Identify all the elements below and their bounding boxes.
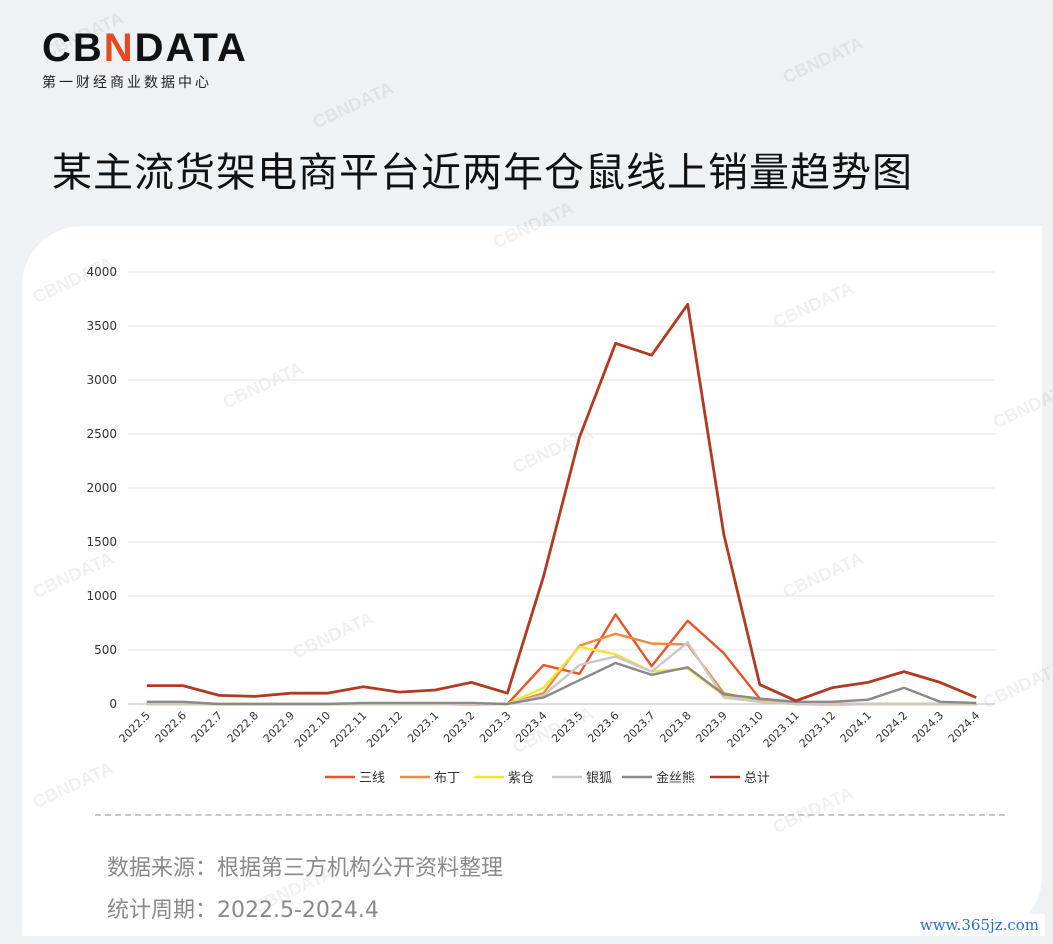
series-line bbox=[146, 302, 977, 703]
x-tick-label: 2022.11 bbox=[328, 709, 369, 750]
x-tick-label: 2023.1 bbox=[405, 709, 441, 745]
y-tick-label: 0 bbox=[109, 697, 117, 711]
series-line bbox=[146, 661, 977, 706]
chart-legend: 三线 布丁 紫仓 银狐 金丝熊 总计 bbox=[325, 770, 770, 786]
x-axis-ticks: 2022.5 2022.6 2022.7 2022.8 2022.92022.10202… bbox=[117, 709, 983, 750]
x-tick-label: 2023.4 bbox=[513, 709, 549, 745]
logo-wordmark: CBNDATA bbox=[42, 26, 248, 70]
x-tick-label: 2022.10 bbox=[292, 709, 333, 750]
statistics-period-note: 统计周期：2022.5-2024.4 bbox=[107, 898, 379, 923]
x-tick-label: 2023.6 bbox=[585, 709, 621, 745]
logo-subtitle: 第一财经商业数据中心 bbox=[42, 75, 212, 91]
chart-grid bbox=[128, 271, 995, 705]
legend-label: 三线 bbox=[359, 771, 385, 786]
x-tick-label: 2022.7 bbox=[189, 709, 225, 745]
x-tick-label: 2023.7 bbox=[621, 709, 657, 745]
x-tick-label: 2023.5 bbox=[549, 709, 585, 745]
chart-card bbox=[22, 226, 1042, 936]
y-tick-label: 2000 bbox=[86, 481, 117, 495]
x-tick-label: 2024.3 bbox=[910, 709, 946, 745]
y-tick-label: 1500 bbox=[86, 535, 117, 549]
y-tick-label: 2500 bbox=[86, 427, 117, 441]
x-tick-label: 2023.11 bbox=[761, 709, 802, 750]
x-tick-label: 2024.2 bbox=[874, 709, 910, 745]
x-tick-label: 2024.1 bbox=[838, 709, 874, 745]
y-tick-label: 3500 bbox=[86, 319, 117, 333]
x-tick-label: 2023.12 bbox=[797, 709, 838, 750]
x-tick-label: 2023.2 bbox=[441, 709, 477, 745]
x-tick-label: 2022.8 bbox=[225, 709, 261, 745]
y-tick-label: 1000 bbox=[86, 589, 117, 603]
footer-divider bbox=[95, 814, 1005, 816]
site-url: www.365jz.com bbox=[913, 914, 1045, 936]
x-tick-label: 2022.12 bbox=[364, 709, 405, 750]
page-title: 某主流货架电商平台近两年仓鼠线上销量趋势图 bbox=[52, 150, 913, 196]
brand-logo: CBNDATA 第一财经商业数据中心 bbox=[42, 28, 248, 92]
legend-label: 总计 bbox=[744, 771, 770, 786]
legend-label: 布丁 bbox=[434, 771, 460, 786]
legend-label: 紫仓 bbox=[508, 771, 534, 786]
x-tick-label: 2024.4 bbox=[946, 709, 982, 745]
y-tick-label: 3000 bbox=[86, 373, 117, 387]
x-tick-label: 2022.5 bbox=[117, 709, 153, 745]
x-tick-label: 2023.10 bbox=[725, 709, 766, 750]
y-tick-label: 500 bbox=[94, 643, 117, 657]
x-tick-label: 2022.6 bbox=[153, 709, 189, 745]
y-axis-ticks: 0 500 1000 1500 2000 2500 3000 3500 4000 bbox=[86, 265, 117, 711]
chart-series-lines bbox=[146, 302, 977, 707]
data-source-note: 数据来源：根据第三方机构公开资料整理 bbox=[107, 856, 504, 881]
legend-label: 银狐 bbox=[586, 771, 612, 786]
x-tick-label: 2023.8 bbox=[657, 709, 693, 745]
series-line bbox=[146, 613, 977, 706]
legend-label: 金丝熊 bbox=[656, 770, 695, 786]
x-tick-label: 2023.3 bbox=[477, 709, 513, 745]
y-tick-label: 4000 bbox=[86, 265, 117, 279]
